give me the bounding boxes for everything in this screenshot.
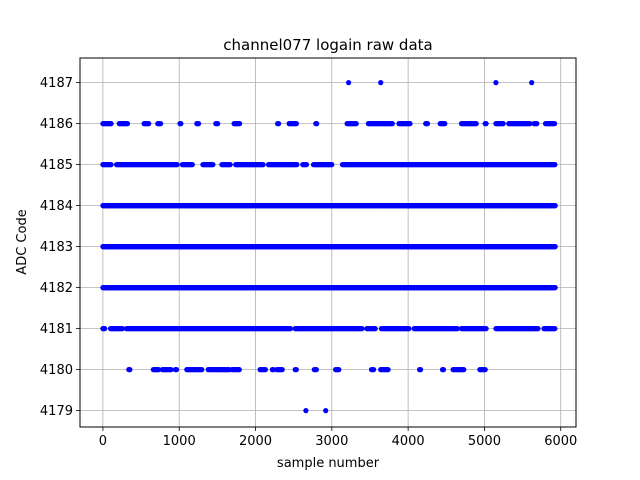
x-tick-label: 0 — [99, 434, 107, 449]
data-point — [418, 367, 424, 373]
data-point — [279, 367, 285, 373]
data-point — [236, 367, 242, 373]
data-point — [406, 326, 412, 332]
data-point — [127, 367, 133, 373]
data-point — [287, 326, 294, 332]
plot-frame — [79, 57, 577, 428]
data-point — [552, 244, 558, 250]
data-point — [314, 121, 320, 127]
data-point — [483, 121, 489, 127]
data-point — [552, 162, 558, 168]
x-tick-label: 3000 — [315, 434, 348, 449]
data-point — [293, 121, 299, 127]
data-point — [336, 367, 342, 373]
data-point — [473, 121, 479, 127]
data-point — [371, 367, 377, 373]
data-point — [346, 80, 352, 86]
data-point — [527, 121, 533, 127]
data-point — [534, 121, 540, 127]
data-point — [303, 162, 310, 168]
data-point — [173, 367, 180, 373]
data-point — [227, 162, 233, 168]
data-point — [535, 326, 541, 332]
data-point — [442, 121, 448, 127]
x-tick-label: 2000 — [239, 434, 272, 449]
data-point — [210, 162, 216, 168]
y-tick-label: 4184 — [40, 199, 73, 214]
data-point — [196, 121, 202, 127]
y-tick-label: 4181 — [40, 322, 73, 337]
data-point — [440, 367, 447, 373]
data-point — [353, 121, 359, 127]
data-point — [237, 121, 243, 127]
y-tick-label: 4185 — [40, 158, 73, 173]
data-point — [156, 367, 162, 373]
x-tick-label: 6000 — [544, 434, 577, 449]
data-point — [552, 326, 558, 332]
x-axis-label: sample number — [277, 456, 380, 471]
data-point — [293, 367, 299, 373]
data-point — [385, 367, 391, 373]
data-point — [313, 367, 319, 373]
data-point — [189, 162, 195, 168]
data-point — [552, 285, 558, 291]
data-point — [323, 408, 329, 414]
data-point — [552, 121, 558, 127]
data-point — [424, 121, 431, 127]
data-point — [493, 80, 499, 86]
y-axis-label: ADC Code — [15, 209, 30, 274]
data-point — [260, 162, 266, 168]
y-tick-label: 4186 — [40, 117, 73, 132]
data-point — [389, 121, 395, 127]
data-point — [500, 121, 506, 127]
data-point — [174, 162, 180, 168]
data-point — [329, 162, 335, 168]
x-tick-label: 5000 — [468, 434, 501, 449]
data-point — [158, 121, 164, 127]
data-point — [461, 367, 467, 373]
data-point — [529, 80, 535, 86]
data-point — [262, 367, 268, 373]
data-point — [108, 121, 114, 127]
data-point — [359, 326, 365, 332]
data-points — [100, 80, 558, 414]
x-tick-label: 4000 — [392, 434, 425, 449]
x-tick-label: 1000 — [163, 434, 196, 449]
data-point — [215, 121, 221, 127]
data-point — [483, 326, 489, 332]
data-point — [454, 326, 460, 332]
y-tick-label: 4182 — [40, 281, 73, 296]
data-point — [294, 162, 300, 168]
data-point — [168, 367, 174, 373]
y-tick-label: 4187 — [40, 76, 73, 91]
data-point — [276, 121, 282, 127]
data-point — [482, 367, 488, 373]
data-point — [146, 121, 152, 127]
data-point — [378, 80, 384, 86]
data-point — [119, 326, 125, 332]
data-point — [124, 121, 131, 127]
data-point — [199, 367, 205, 373]
y-tick-label: 4183 — [40, 240, 73, 255]
data-point — [102, 326, 108, 332]
y-tick-label: 4179 — [40, 404, 73, 419]
data-point — [372, 326, 378, 332]
data-point — [178, 121, 184, 127]
y-tick-label: 4180 — [40, 363, 73, 378]
y-axis-ticks: 4179 4180 4181 4182 4183 4184 4185 4186 4187 — [40, 76, 80, 419]
data-point — [407, 121, 413, 127]
x-axis-ticks: 0 1000 2000 3000 4000 5000 6000 — [99, 427, 577, 449]
data-point — [552, 203, 558, 209]
chart-title: channel077 logain raw data — [223, 36, 432, 54]
data-point — [303, 408, 309, 414]
data-point — [108, 162, 114, 168]
